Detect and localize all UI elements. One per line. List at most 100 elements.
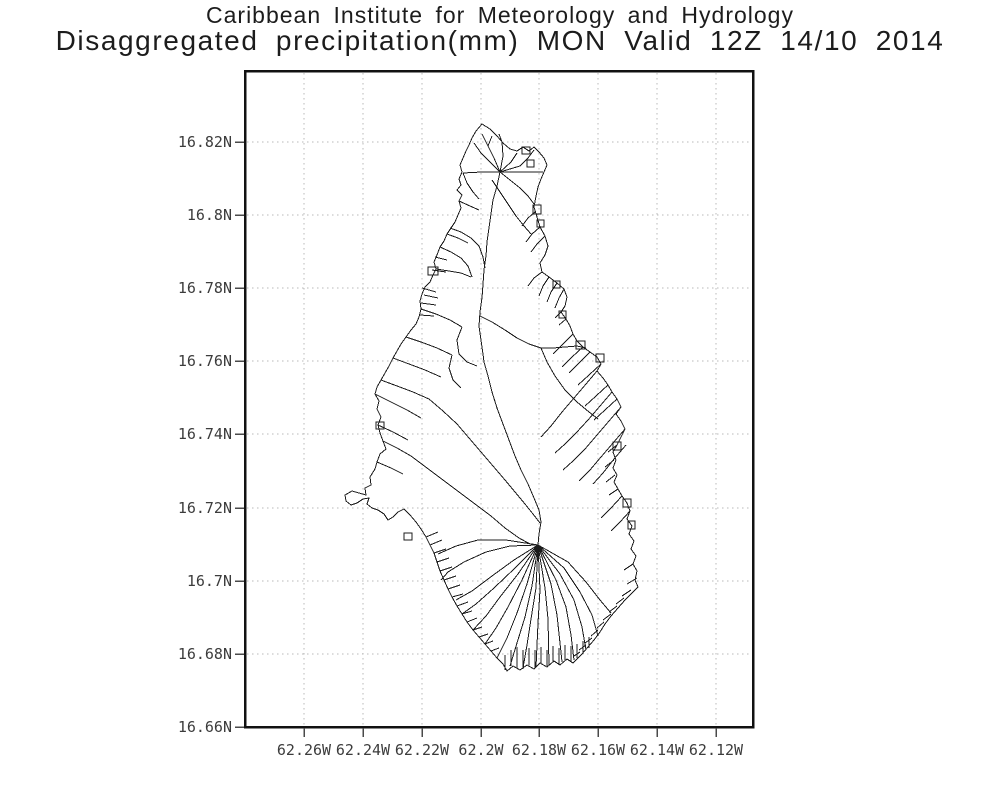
watershed-boundary-line (484, 544, 539, 645)
watershed-boundary-line (578, 644, 587, 651)
watershed-boundary-line (592, 444, 627, 485)
watershed-boundary-line (527, 271, 543, 287)
watershed-boundary-line (490, 647, 500, 652)
watershed-boundary-line (374, 393, 422, 419)
watershed-boundary-line (440, 544, 539, 581)
watershed-boundary-line (568, 351, 591, 374)
y-axis-label: 16.82N (177, 133, 232, 151)
watershed-boundary-line (615, 597, 625, 605)
watershed-boundary-line (447, 584, 461, 590)
watershed-boundary-line (451, 593, 464, 598)
y-axis-label: 16.78N (177, 279, 232, 297)
watershed-boundary-line (610, 510, 631, 532)
watershed-boundary-line (537, 544, 550, 666)
x-axis-label: 62.14W (629, 741, 685, 759)
watershed-boundary-line (472, 626, 483, 631)
watershed-boundary-line (561, 346, 584, 368)
watershed-boundary-line (481, 133, 501, 173)
watershed-boundary-line (537, 544, 599, 637)
watershed-boundary-line (602, 613, 612, 621)
watershed-boundary-line (540, 370, 598, 438)
watershed-boundary-line (596, 621, 605, 629)
watershed-boundary-line (487, 135, 493, 147)
coastal-grid-cell (612, 441, 622, 451)
watershed-boundary-line (382, 440, 412, 457)
watershed-boundary-line (466, 617, 478, 623)
watershed-boundary-line (621, 589, 632, 597)
watershed-boundary-line (437, 539, 539, 555)
watershed-boundary-line (605, 474, 616, 483)
watershed-boundary-line (578, 428, 626, 482)
watershed-boundary-line (449, 227, 486, 269)
watershed-boundary-line (537, 544, 587, 651)
watershed-boundary-line (448, 354, 462, 389)
watershed-boundary-line (573, 651, 581, 657)
x-axis-label: 62.12W (688, 741, 744, 759)
watershed-boundary-line (535, 544, 541, 668)
watershed-boundary-line (439, 246, 473, 278)
watershed-boundary-line (608, 488, 619, 496)
watershed-boundary-line (446, 233, 469, 244)
watershed-boundary-line (436, 557, 450, 563)
coastal-grid-cell (526, 159, 535, 168)
watershed-boundary-line (590, 629, 599, 637)
watershed-boundary-line (478, 171, 501, 363)
watershed-boundary-line (593, 398, 618, 421)
watershed-boundary-line (376, 461, 404, 475)
watershed-boundary-line (462, 171, 543, 174)
watershed-boundary-line (455, 544, 539, 601)
coastal-grid-cell (552, 280, 561, 289)
watershed-boundary-line (554, 311, 562, 319)
x-axis-label: 62.18W (511, 741, 567, 759)
x-axis-label: 62.24W (335, 741, 391, 759)
watershed-boundary-line (439, 566, 453, 572)
watershed-boundary-line (608, 605, 618, 613)
watershed-boundary-line (558, 318, 567, 326)
watershed-boundary-line (431, 269, 447, 273)
watershed-boundary-line (584, 637, 593, 644)
coastal-grid-cell (622, 498, 632, 508)
coastal-grid-cell (575, 340, 586, 350)
watershed-boundary-line (420, 302, 437, 306)
watershed-boundary-line (405, 336, 453, 356)
watershed-boundary-line (380, 379, 430, 400)
watershed-boundary-line (461, 610, 473, 615)
watershed-boundary-line (554, 288, 565, 309)
watershed-boundary-line (433, 548, 447, 554)
x-axis-label: 62.2W (458, 741, 504, 759)
watershed-boundary-line (473, 142, 501, 173)
coastal-grid-cell (521, 146, 531, 155)
coastal-grid-cell (427, 266, 439, 276)
watershed-boundary-line (554, 391, 613, 454)
watershed-boundary-line (484, 640, 494, 645)
watershed-boundary-line (604, 459, 615, 468)
watershed-boundary-line (499, 152, 518, 173)
plot-border (243, 69, 755, 729)
watershed-boundary-line (584, 384, 609, 407)
watershed-boundary-line (461, 544, 539, 615)
coastal-grid-cell (375, 421, 385, 430)
watershed-boundary-line (509, 544, 539, 667)
watershed-boundary-line (546, 282, 558, 303)
watershed-boundary-line (472, 544, 539, 631)
y-axis-label: 16.76N (177, 352, 232, 370)
watershed-boundary-line (537, 544, 612, 614)
watershed-boundary-line (428, 398, 541, 524)
watershed-boundary-line (499, 149, 535, 173)
watershed-boundary-line (456, 326, 478, 367)
x-axis-label: 62.22W (394, 741, 450, 759)
watershed-boundary-line (600, 495, 623, 519)
coastal-grid-cell (595, 353, 605, 363)
watershed-boundary-line (499, 171, 535, 205)
watershed-boundary-line (537, 544, 563, 663)
watershed-boundary-line (538, 276, 550, 297)
y-axis-label: 16.72N (177, 499, 232, 517)
watershed-boundary-line (626, 577, 638, 585)
watershed-boundary-line (522, 544, 539, 669)
watershed-boundary-line (435, 268, 472, 278)
watershed-boundary-line (420, 308, 463, 328)
watershed-boundary-line (479, 315, 587, 349)
island-watershed-map (344, 123, 639, 672)
watershed-boundary-line (410, 455, 539, 546)
